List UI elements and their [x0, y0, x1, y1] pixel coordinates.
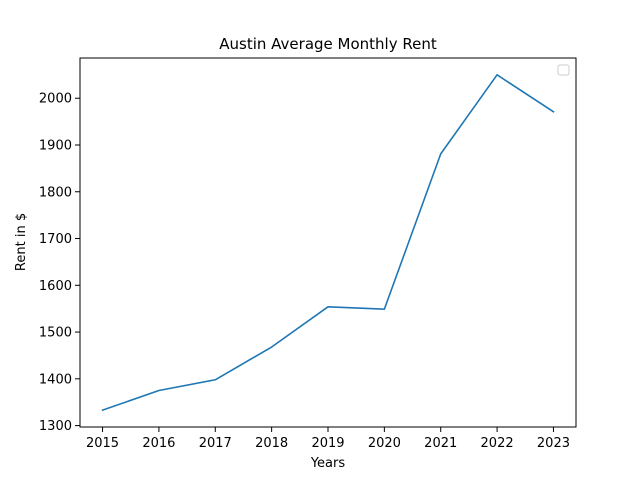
y-axis-label: Rent in $ — [14, 213, 29, 271]
series-layer — [101, 74, 555, 412]
series-line — [101, 74, 555, 412]
x-tick-label: 2019 — [311, 436, 344, 451]
x-axis: 2015 2016 2017 2018 2019 2020 2021 2022 2023 — [86, 427, 570, 451]
y-tick-label: 1400 — [39, 372, 72, 387]
legend-box — [557, 64, 570, 76]
y-tick-label: 1800 — [39, 185, 72, 200]
plot-frame — [79, 57, 577, 428]
x-tick-label: 2023 — [537, 436, 570, 451]
y-tick-label: 1900 — [39, 138, 72, 153]
y-tick-label: 2000 — [39, 92, 72, 107]
x-axis-label: Years — [310, 456, 346, 471]
x-tick-label: 2016 — [142, 436, 175, 451]
chart-title: Austin Average Monthly Rent — [219, 35, 437, 53]
y-tick-label: 1300 — [39, 419, 72, 434]
x-tick-label: 2017 — [199, 436, 232, 451]
x-tick-label: 2018 — [255, 436, 288, 451]
x-tick-label: 2015 — [86, 436, 119, 451]
x-tick-label: 2021 — [424, 436, 457, 451]
legend — [557, 64, 570, 76]
plot-area — [79, 57, 577, 428]
y-tick-label: 1500 — [39, 326, 72, 341]
y-tick-label: 1700 — [39, 232, 72, 247]
y-axis: 1300 1400 1500 1600 1700 1800 1900 2000 — [39, 92, 80, 434]
x-tick-label: 2022 — [481, 436, 514, 451]
x-tick-label: 2020 — [368, 436, 401, 451]
y-tick-label: 1600 — [39, 279, 72, 294]
